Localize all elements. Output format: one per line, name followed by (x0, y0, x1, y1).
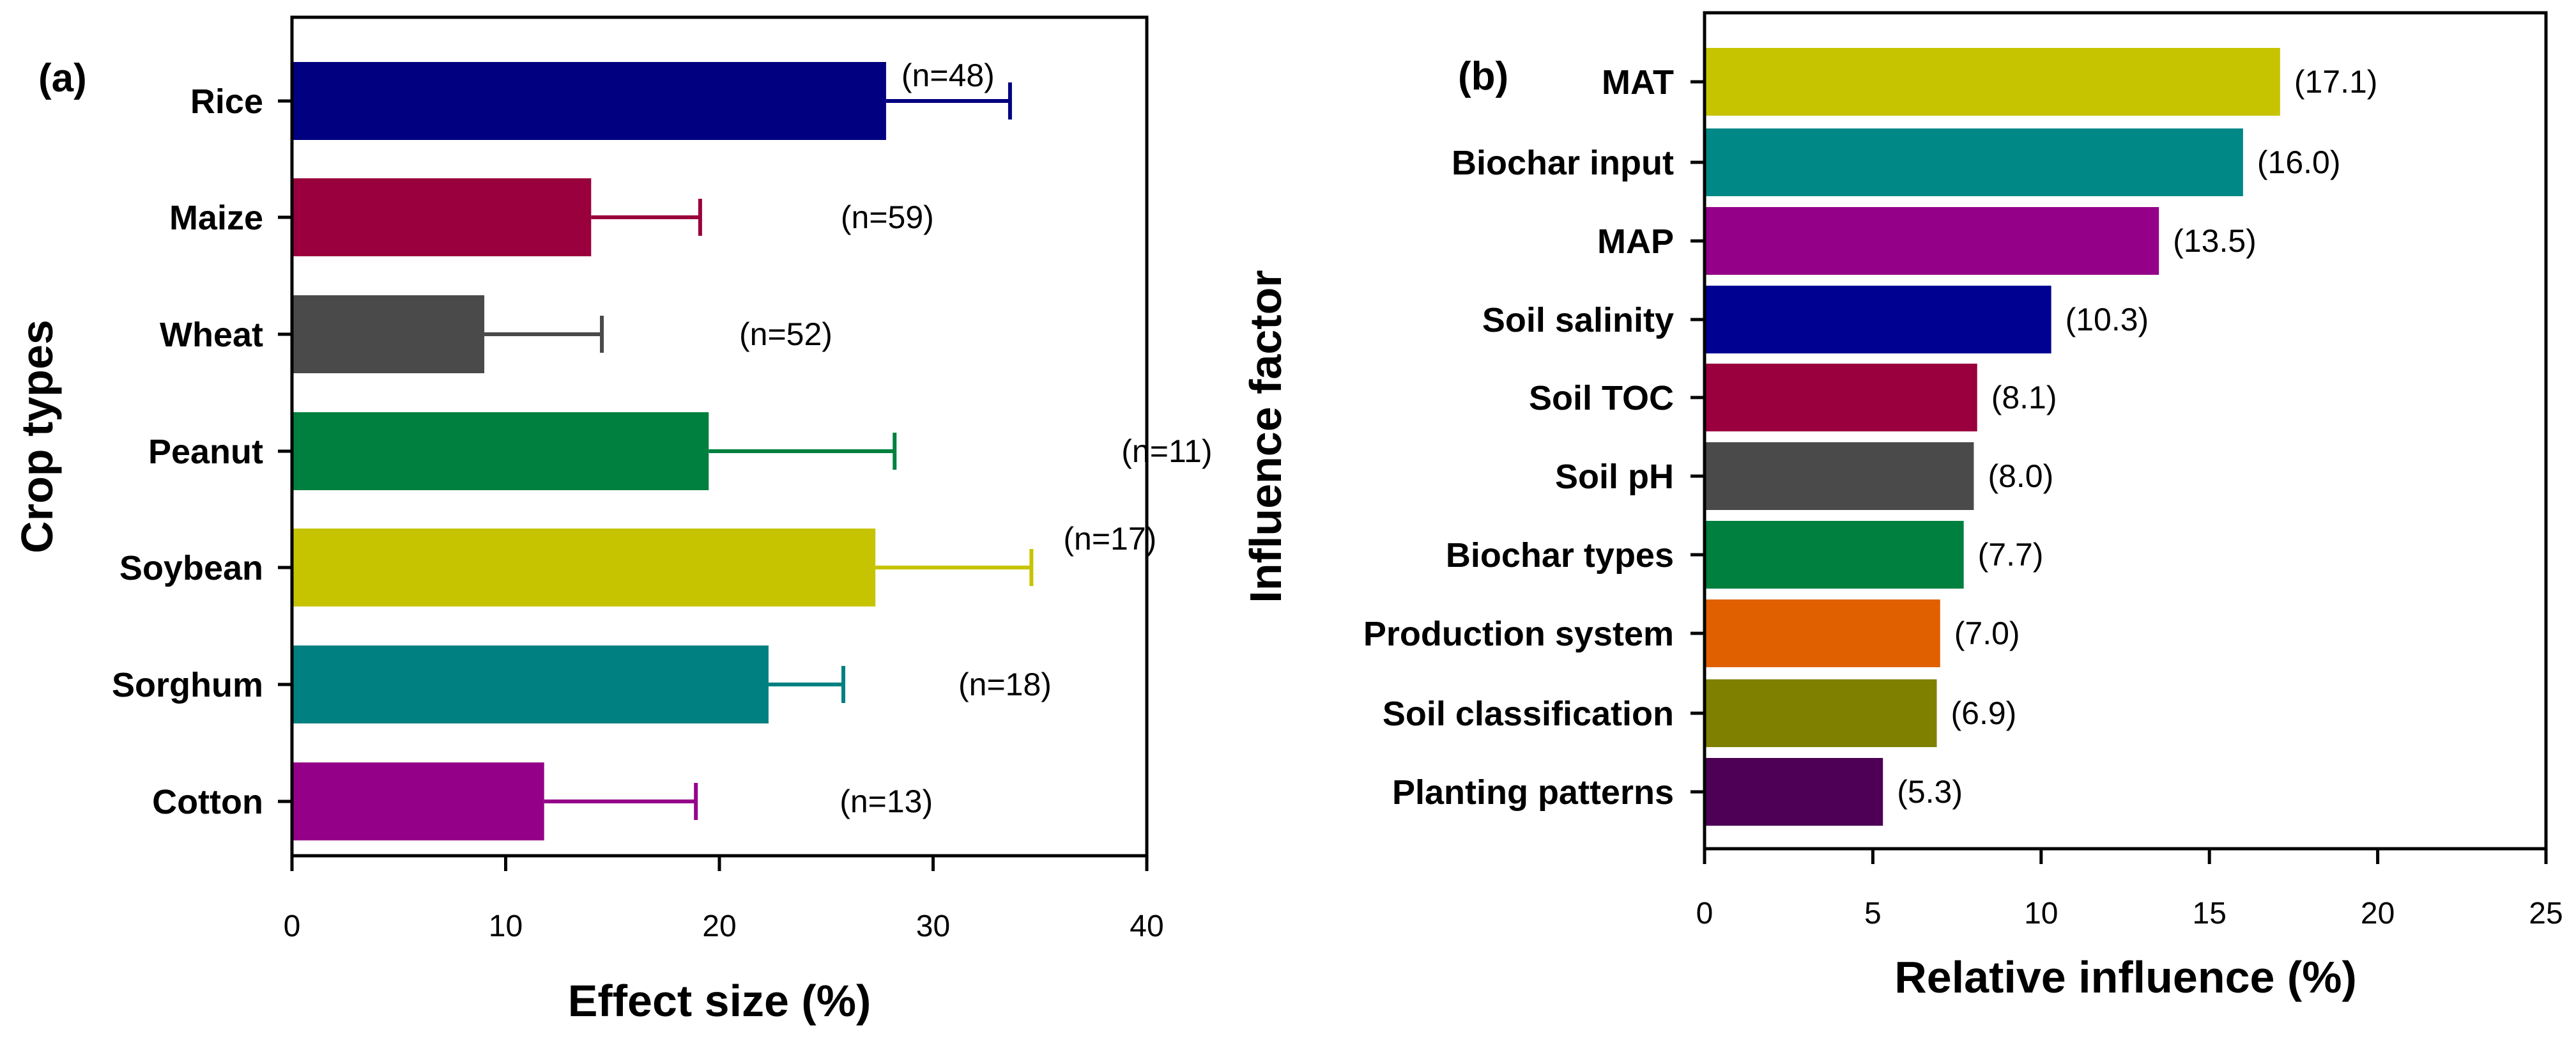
panel-b-bar-soil-toc (1705, 364, 1977, 431)
panel-a-category-label-peanut: Peanut (148, 433, 263, 471)
panel-a-data-label-maize: (n=59) (841, 199, 934, 235)
panel-a-bar-maize (292, 178, 592, 256)
panel-a-data-label-soybean: (n=17) (1063, 521, 1156, 557)
panel-b-category-label-biochar-input: Biochar input (1452, 144, 1674, 182)
panel-b-category-label-map: MAP (1597, 222, 1674, 261)
panel-b-data-label-soil-salinity: (10.3) (2066, 302, 2149, 337)
panel-b-bar-map (1705, 207, 2159, 275)
panel-b-category-label-soil-classification: Soil classification (1383, 695, 1674, 733)
panel-a-x-tick-label-10: 10 (489, 909, 523, 943)
panel-b-category-label-soil-ph: Soil pH (1555, 458, 1674, 496)
panel-b-data-label-map: (13.5) (2173, 223, 2257, 259)
panel-a-bar-cotton (292, 762, 544, 840)
panel-b-category-label-planting-patterns: Planting patterns (1392, 773, 1674, 812)
panel-a-bar-rice (292, 62, 886, 140)
panel-b-frame (1703, 11, 2548, 851)
panel-a-chart: (a) Rice (n=48) Maize (n=59) Wheat (n=52) Pean… (12, 15, 1213, 1026)
panel-a-category-label-sorghum: Sorghum (112, 666, 263, 704)
panel-b-data-label-soil-toc: (8.1) (1991, 380, 2057, 415)
panel-b-bar-soil-salinity (1705, 286, 2051, 353)
panel-a-data-label-peanut: (n=11) (1121, 433, 1212, 469)
panel-a-bar-peanut (292, 412, 709, 490)
panel-a-data-label-rice: (n=48) (901, 58, 995, 93)
panel-a-bar-wheat (292, 295, 485, 373)
panel-a-data-label-wheat: (n=52) (739, 316, 832, 352)
panel-b-data-label-soil-classification: (6.9) (1951, 695, 2016, 731)
panel-b-category-label-mat: MAT (1602, 63, 1674, 102)
panel-b-letter: (b) (1458, 54, 1508, 98)
panel-b-data-label-biochar-types: (7.7) (1978, 537, 2044, 573)
panel-a-x-tick-label-20: 20 (702, 909, 736, 943)
panel-b-chart: (b) MAT (17.1) Biochar input (16.0) MAP (13.5… (1241, 11, 2563, 1002)
panel-b-bar-soil-classification (1705, 679, 1937, 747)
panel-a-data-label-sorghum: (n=18) (958, 667, 1052, 702)
panel-b-y-axis-title: Influence factor (1241, 270, 1291, 603)
panel-a-letter: (a) (38, 56, 87, 100)
panel-a-x-tick-label-0: 0 (284, 909, 301, 943)
panel-b-x-tick-label-5: 5 (1864, 897, 1882, 931)
panel-a-category-label-rice: Rice (190, 82, 263, 121)
panel-b-data-label-production-system: (7.0) (1954, 615, 2020, 651)
panel-a-y-axis-title: Crop types (12, 320, 62, 553)
panel-b-bar-soil-ph (1705, 442, 1974, 510)
panel-b-data-label-planting-patterns: (5.3) (1897, 774, 1963, 810)
panel-a-frame (290, 15, 1149, 858)
panel-b-bar-biochar-types (1705, 521, 1964, 589)
panel-b-data-label-mat: (17.1) (2294, 64, 2378, 100)
panel-b-data-label-biochar-input: (16.0) (2257, 144, 2341, 180)
panel-b-x-tick-label-10: 10 (2024, 897, 2058, 931)
panel-a-category-label-soybean: Soybean (119, 549, 263, 587)
panel-b-x-axis-title: Relative influence (%) (1894, 952, 2357, 1002)
panel-a-data-label-cotton: (n=13) (839, 784, 933, 819)
panel-a-category-label-maize: Maize (169, 199, 263, 237)
panel-a-x-tick-label-40: 40 (1130, 909, 1163, 943)
panel-b-bar-production-system (1705, 599, 1940, 667)
panel-b-data-label-soil-ph: (8.0) (1988, 458, 2053, 494)
panel-b-category-label-soil-salinity: Soil salinity (1482, 301, 1674, 339)
panel-b-x-tick-label-25: 25 (2529, 897, 2563, 931)
panel-a-bar-sorghum (292, 645, 769, 723)
panel-b-category-label-biochar-types: Biochar types (1446, 536, 1674, 575)
panel-a-x-tick-label-30: 30 (916, 909, 950, 943)
panel-b-bar-mat (1705, 48, 2280, 116)
panel-b-bar-planting-patterns (1705, 758, 1883, 826)
panel-a-x-axis-title: Effect size (%) (568, 976, 871, 1026)
panel-b-x-tick-label-15: 15 (2193, 897, 2227, 931)
panel-a-bar-soybean (292, 529, 876, 606)
panel-b-category-label-soil-toc: Soil TOC (1529, 379, 1674, 417)
panel-a-category-label-cotton: Cotton (152, 783, 263, 821)
panel-b-x-tick-label-20: 20 (2361, 897, 2395, 931)
panel-b-bar-biochar-input (1705, 128, 2243, 196)
panel-a-category-label-wheat: Wheat (160, 316, 263, 354)
panel-b-x-tick-label-0: 0 (1696, 897, 1713, 931)
panel-b-category-label-production-system: Production system (1363, 615, 1674, 653)
